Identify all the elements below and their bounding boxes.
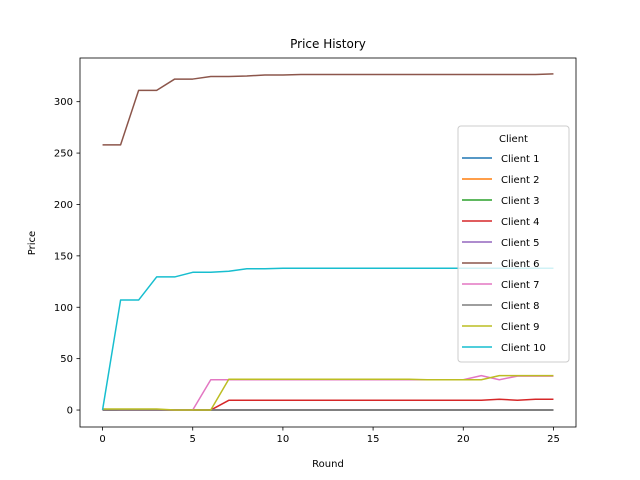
y-tick-label: 250 [54, 149, 73, 160]
legend-item-client-5: Client 5 [462, 238, 540, 249]
legend-label: Client 3 [501, 196, 540, 207]
x-tick-label: 0 [99, 434, 105, 445]
x-tick-label: 20 [457, 434, 470, 445]
x-tick-label: 5 [190, 434, 196, 445]
legend-label: Client 4 [501, 217, 540, 228]
series-line-client-4 [102, 398, 554, 411]
y-axis: 0 50 100 150 200 250 300 [54, 97, 80, 417]
legend-item-client-2: Client 2 [462, 175, 540, 186]
series-line-client-6 [102, 73, 554, 146]
legend-item-client-9: Client 9 [462, 322, 540, 333]
x-tick-label: 15 [367, 434, 380, 445]
legend-item-client-7: Client 7 [462, 280, 540, 291]
y-tick-label: 300 [54, 97, 73, 108]
legend-title: Client [499, 134, 528, 145]
legend-label: Client 8 [501, 301, 540, 312]
y-tick-label: 100 [54, 303, 73, 314]
x-tick-label: 10 [277, 434, 290, 445]
legend-label: Client 9 [501, 322, 540, 333]
legend-items: Client 1 Client 2 Client 3 Client 4 Client 5… [462, 154, 546, 354]
legend-label: Client 10 [501, 343, 546, 354]
legend-item-client-10: Client 10 [462, 343, 546, 354]
x-tick-label: 25 [547, 434, 560, 445]
y-tick-label: 0 [67, 406, 73, 417]
series-line-client-9 [102, 374, 554, 411]
legend-label: Client 5 [501, 238, 540, 249]
legend-item-client-1: Client 1 [462, 154, 540, 165]
x-axis-label: Round [312, 459, 344, 470]
legend-item-client-6: Client 6 [462, 259, 540, 270]
legend-item-client-4: Client 4 [462, 217, 540, 228]
legend-label: Client 7 [501, 280, 540, 291]
legend-item-client-3: Client 3 [462, 196, 540, 207]
plot-frame [79, 57, 577, 428]
chart-title: Price History [290, 37, 366, 51]
y-tick-label: 50 [60, 354, 73, 365]
legend-item-client-8: Client 8 [462, 301, 540, 312]
legend-label: Client 2 [501, 175, 540, 186]
y-axis-label: Price [27, 231, 38, 255]
legend-label: Client 1 [501, 154, 540, 165]
series-line-client-7 [102, 374, 554, 411]
y-tick-label: 150 [54, 251, 73, 262]
legend-frame [457, 125, 570, 363]
legend-label: Client 6 [501, 259, 540, 270]
y-tick-label: 200 [54, 200, 73, 211]
x-axis: 0 5 10 15 20 25 [99, 427, 560, 445]
